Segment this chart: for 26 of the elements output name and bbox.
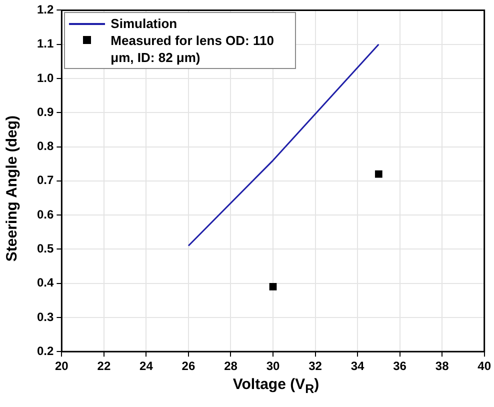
x-tick-label: 30 <box>266 359 280 374</box>
y-tick-label: 1.0 <box>36 70 54 85</box>
y-tick-label: 0.5 <box>36 241 54 256</box>
y-tick-label: 1.2 <box>36 2 54 17</box>
x-axis-title: Voltage (V$_{R}$) <box>232 376 320 396</box>
x-tick-label: 38 <box>435 359 450 374</box>
x-tick-label: 20 <box>55 359 69 374</box>
legend-label: Simulation <box>110 15 178 32</box>
x-tick-label: 34 <box>350 359 365 374</box>
y-tick-label: 0.4 <box>36 276 54 290</box>
y-tick-label: 0.3 <box>36 310 54 324</box>
x-tick-label: 28 <box>224 359 238 374</box>
legend-label: Measured for lens OD: 110 μm, ID: 82 μm) <box>110 32 275 66</box>
x-tick-label: 26 <box>182 359 196 374</box>
x-tick-label: 24 <box>140 359 154 374</box>
y-axis-title: Steering Angle (deg) <box>4 114 20 264</box>
y-tick-label: 0.6 <box>36 207 54 222</box>
y-tick-label: 0.7 <box>36 173 54 188</box>
y-tick-label: 1.1 <box>36 36 54 51</box>
x-tick-label: 36 <box>393 359 407 374</box>
x-tick-label: 22 <box>97 359 111 374</box>
y-tick-label: 0.8 <box>36 139 54 154</box>
x-tick-label: 40 <box>478 359 492 374</box>
x-tick-label: 32 <box>308 359 322 374</box>
y-tick-label: 0.9 <box>36 104 54 119</box>
y-tick-label: 0.2 <box>36 344 54 358</box>
